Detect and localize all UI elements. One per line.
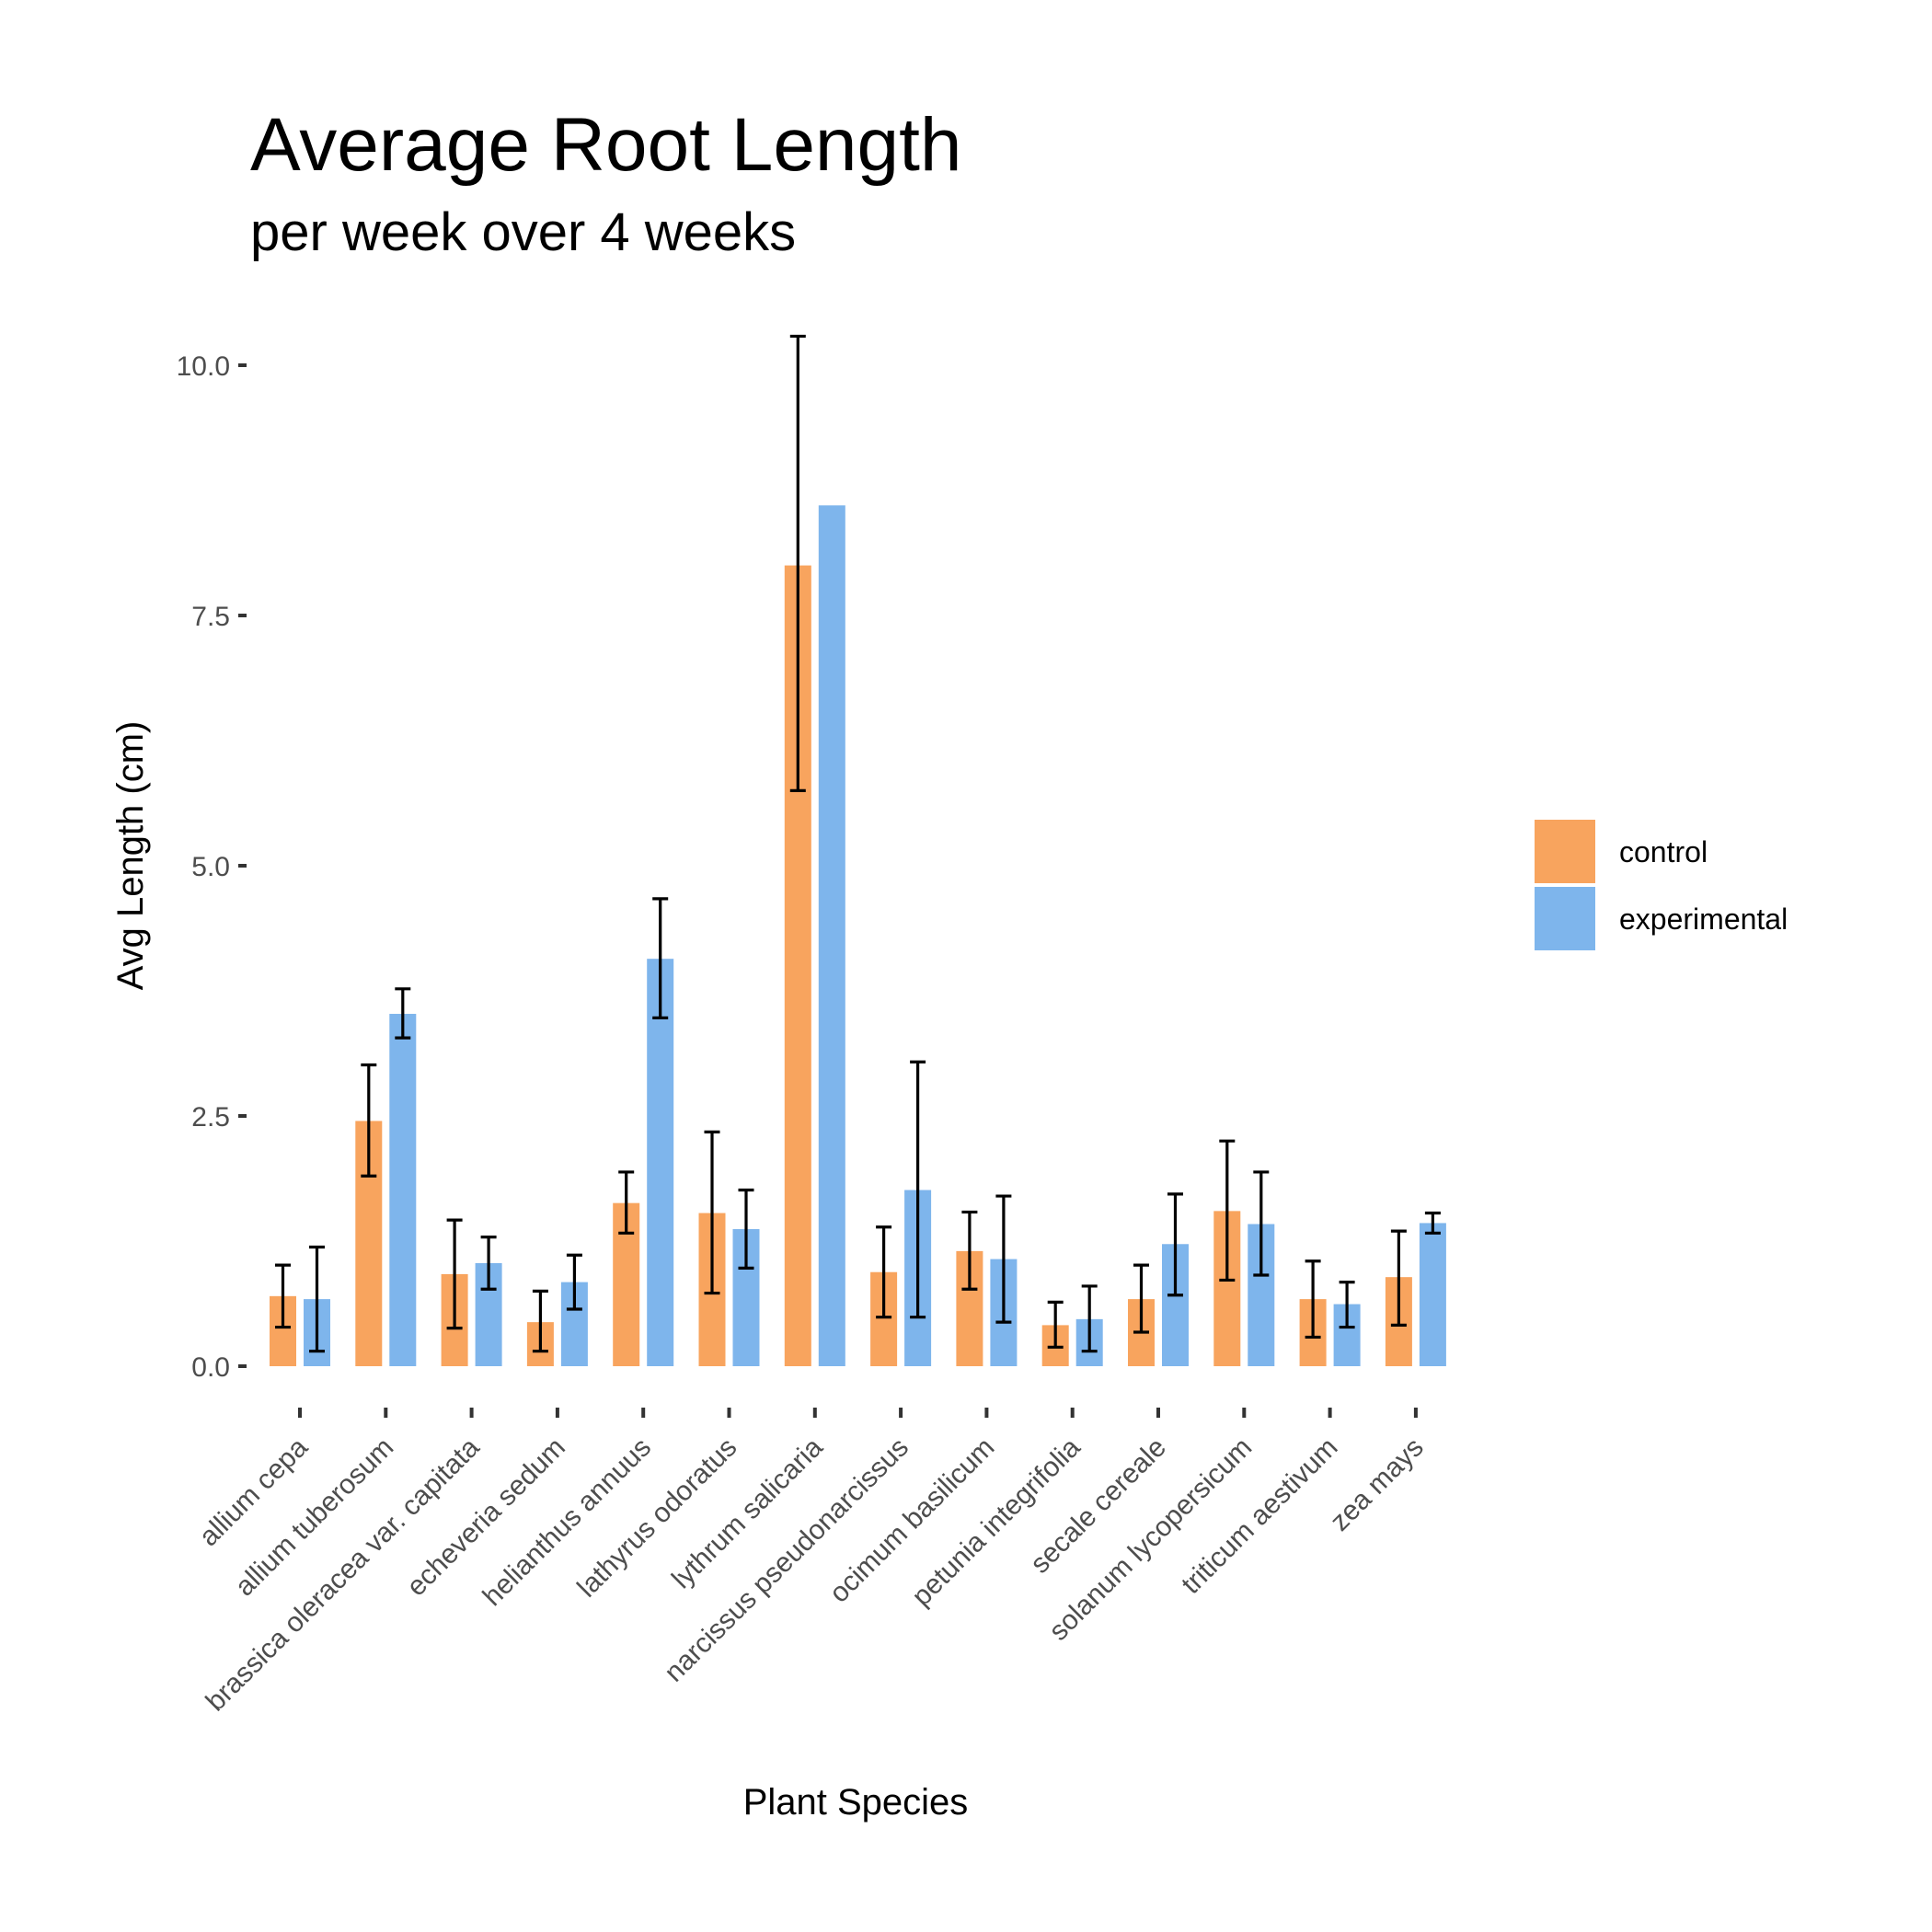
error-bar-experimental	[395, 987, 411, 1040]
error-bar-control	[1219, 1139, 1236, 1282]
error-bar-control	[618, 1170, 635, 1235]
error-bar-control	[1133, 1263, 1149, 1334]
x-tick-label: ocimum basilicum	[823, 1432, 1000, 1609]
error-bar-experimental	[1253, 1170, 1270, 1277]
error-bar-experimental	[738, 1188, 754, 1270]
y-tick-label: 7.5	[191, 602, 230, 632]
error-bar-control	[876, 1225, 892, 1319]
error-bar-experimental	[1339, 1281, 1355, 1329]
error-bar-control	[361, 1063, 377, 1178]
legend-key-experimental	[1535, 887, 1595, 950]
error-bar-control	[1390, 1229, 1407, 1327]
x-tick-label: triticum aestivum	[1176, 1432, 1343, 1600]
x-tick-label: lythrum salicaria	[666, 1432, 829, 1594]
bars	[270, 505, 1446, 1366]
bar-experimental	[1419, 1223, 1446, 1366]
error-bar-control	[961, 1210, 978, 1291]
legend-label-control: control	[1619, 835, 1708, 868]
error-bar-experimental	[1167, 1192, 1183, 1297]
error-bar-experimental	[652, 897, 669, 1019]
y-tick-label: 2.5	[191, 1102, 230, 1133]
bar-experimental	[818, 505, 845, 1366]
error-bar-control	[1305, 1259, 1321, 1340]
error-bar-control	[532, 1289, 548, 1353]
bar-experimental	[389, 1014, 417, 1366]
error-bar-experimental	[1081, 1284, 1098, 1353]
y-tick-label: 5.0	[191, 852, 230, 882]
x-tick-label: zea mays	[1325, 1432, 1430, 1537]
error-bar-control	[446, 1218, 463, 1330]
error-bar-experimental	[480, 1236, 497, 1291]
error-bar-control	[1047, 1300, 1064, 1349]
x-tick-label: helianthus annuus	[477, 1432, 658, 1613]
y-axis-title: Avg Length (cm)	[110, 721, 151, 991]
legend: control experimental	[1535, 820, 1788, 950]
error-bar-experimental	[1424, 1211, 1441, 1235]
error-bar-experimental	[566, 1253, 582, 1311]
chart-subtitle: per week over 4 weeks	[250, 202, 796, 262]
error-bar-experimental	[910, 1060, 926, 1319]
bar-experimental	[647, 959, 674, 1366]
y-axis: 0.0 2.5 5.0 7.5 10.0	[177, 351, 247, 1383]
legend-key-control	[1535, 820, 1595, 883]
x-tick-label: echeveria sedum	[401, 1432, 571, 1603]
x-axis-title: Plant Species	[743, 1782, 969, 1823]
x-tick-label: allium tuberosum	[229, 1432, 399, 1603]
error-bars	[275, 334, 1441, 1353]
error-bar-control	[789, 334, 806, 793]
x-tick-label: petunia integrifolia	[906, 1432, 1087, 1612]
y-tick-label: 10.0	[177, 351, 230, 382]
legend-label-experimental: experimental	[1619, 903, 1788, 936]
error-bar-experimental	[309, 1245, 325, 1353]
error-bar-control	[275, 1263, 291, 1329]
error-bar-control	[704, 1130, 720, 1295]
y-tick-label: 0.0	[191, 1352, 230, 1383]
x-tick-label: lathyrus odoratus	[571, 1432, 742, 1604]
error-bar-experimental	[995, 1194, 1012, 1324]
chart-title: Average Root Length	[250, 103, 962, 187]
